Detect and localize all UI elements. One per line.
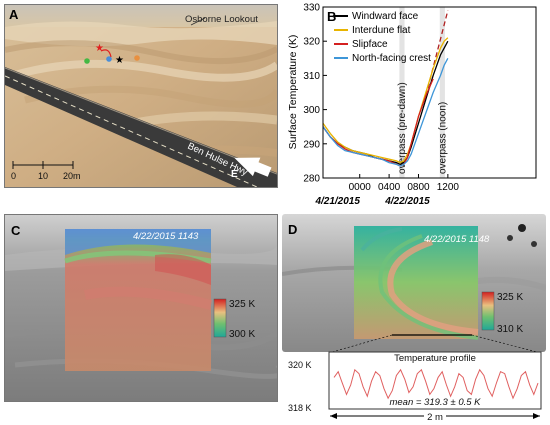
panel-a-label: A: [9, 7, 19, 22]
marker-green: [84, 58, 90, 64]
profile-mean: mean = 319.3 ± 0.5 K: [389, 397, 481, 408]
legend: Windward face Interdune flat Slipface North…: [334, 11, 431, 64]
profile-length: 2 m: [427, 412, 443, 423]
timestamp-c: 4/22/2015 1143: [133, 231, 199, 242]
profile-title: Temperature profile: [394, 353, 476, 364]
series-line: [322, 37, 449, 164]
profile-ymin: 318 K: [288, 403, 312, 413]
panel-b-temperature-chart: overpass (pre-dawn) overpass (noon) 280 29…: [282, 0, 548, 210]
overpass-band: [399, 7, 405, 178]
y-tick-label: 280: [303, 174, 320, 185]
marker-blue: [106, 56, 112, 62]
highway: [5, 67, 277, 187]
y-axis-label: Surface Temperature (K): [287, 35, 299, 150]
x-tick-label: 1200: [437, 182, 460, 193]
panel-c-thermal-image: 4/22/2015 1143 325 K 300 K C: [4, 214, 278, 402]
landmark-label: Osborne Lookout: [185, 14, 258, 25]
series-line: [322, 78, 434, 167]
y-tick-label: 300: [303, 105, 320, 116]
overpass-band: [439, 7, 445, 178]
temperature-chart: overpass (pre-dawn) overpass (noon) 280 29…: [287, 3, 537, 207]
east-arrow-icon: [234, 157, 272, 177]
timestamp-d: 4/22/2015 1148: [424, 234, 490, 245]
plot-frame: [322, 6, 537, 179]
panel-a-aerial-photo: ★ ★ Osborne Lookout Ben Hulse Hwy E 0 10…: [4, 4, 278, 188]
colorbar-d: [481, 291, 495, 331]
legend-entry: Windward face: [352, 11, 419, 22]
profile-ymax: 320 K: [288, 360, 312, 370]
legend-entry: North-facing crest: [352, 53, 431, 64]
y-tick-label: 290: [303, 139, 320, 150]
svg-text:★: ★: [95, 43, 104, 54]
legend-entry: Interdune flat: [352, 25, 411, 36]
colorbar-c-min: 300 K: [229, 329, 255, 340]
x-tick-label: 0000: [349, 182, 372, 193]
scale-bar: 0 10 20m: [11, 161, 81, 181]
scale-label-20: 20m: [63, 171, 81, 181]
scale-label-0: 0: [11, 171, 16, 181]
legend-entry: Slipface: [352, 39, 388, 50]
y-tick-label: 310: [303, 71, 320, 82]
panel-d-thermal-image: 4/22/2015 1148 325 K 310 K Temperature p…: [282, 214, 546, 425]
profile-curve: [333, 368, 539, 400]
y-tick-label: 320: [303, 37, 320, 48]
overpass-label: overpass (pre-dawn): [397, 82, 408, 174]
y-tick-label: 330: [303, 3, 320, 14]
date-label: 4/22/2015: [384, 196, 430, 207]
date-label: 4/21/2015: [314, 196, 360, 207]
svg-text:★: ★: [115, 55, 124, 66]
colorbar-d-min: 310 K: [497, 324, 523, 335]
colorbar-d-max: 325 K: [497, 292, 523, 303]
thermal-photo: 4/22/2015 1143 325 K 300 K: [5, 215, 277, 401]
thermal-photo-d: 4/22/2015 1148 325 K 310 K Temperature p…: [282, 214, 546, 423]
panel-b-label: B: [327, 9, 337, 24]
overpass-label: overpass (noon): [437, 102, 448, 174]
marker-orange: [134, 55, 140, 61]
x-tick-label: 0400: [378, 182, 401, 193]
x-tick-label: 0800: [407, 182, 430, 193]
series-line: [322, 57, 449, 167]
direction-label: E: [231, 169, 238, 180]
profile-inset: [328, 351, 542, 410]
panel-c-label: C: [11, 223, 21, 238]
slipface-extrapolation-line: [425, 10, 449, 97]
panel-d-label: D: [288, 222, 298, 237]
colorbar-c: [213, 298, 227, 338]
scale-label-10: 10: [38, 171, 48, 181]
aerial-photo: ★ ★ Osborne Lookout Ben Hulse Hwy E 0 10…: [5, 5, 277, 187]
colorbar-c-max: 325 K: [229, 299, 255, 310]
